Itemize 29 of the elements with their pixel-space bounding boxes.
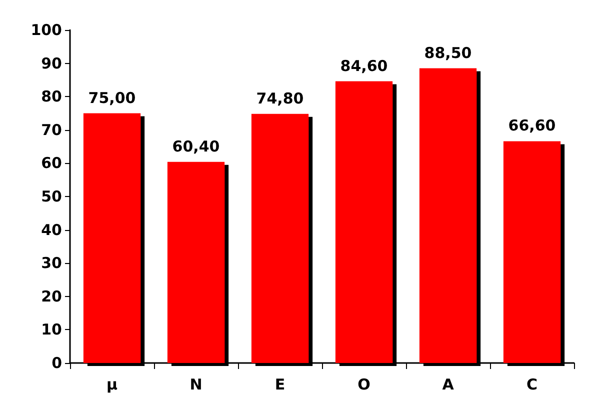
- y-tick-label: 70: [41, 120, 62, 139]
- data-label: 88,50: [424, 44, 472, 62]
- y-tick-label: 30: [41, 254, 62, 272]
- bar: [503, 141, 561, 363]
- y-tick-label: 50: [41, 188, 62, 206]
- data-label: 75,00: [88, 88, 136, 107]
- data-label: 60,40: [172, 137, 220, 156]
- x-tick-label: A: [442, 376, 454, 394]
- y-tick-label: 80: [41, 88, 62, 106]
- data-label: 74,80: [256, 89, 304, 108]
- bar: [167, 162, 225, 363]
- y-tick-label: 40: [41, 220, 62, 239]
- x-tick-label: μ: [106, 376, 118, 394]
- x-tick-label: C: [526, 376, 538, 394]
- bar: [251, 114, 309, 363]
- x-tick-label: N: [190, 376, 202, 394]
- bar: [335, 81, 393, 363]
- data-label: 66,60: [508, 116, 556, 135]
- bar: [419, 68, 477, 363]
- data-label: 84,60: [340, 56, 388, 75]
- y-tick-label: 0: [52, 354, 62, 372]
- y-tick-label: 90: [41, 54, 62, 72]
- y-tick-label: 60: [41, 154, 62, 172]
- x-tick-label: O: [358, 376, 370, 394]
- y-tick-label: 100: [30, 21, 62, 39]
- x-tick-label: E: [274, 376, 286, 394]
- bar: [83, 113, 141, 363]
- y-tick-label: 10: [41, 320, 62, 339]
- y-tick-label: 20: [41, 287, 62, 306]
